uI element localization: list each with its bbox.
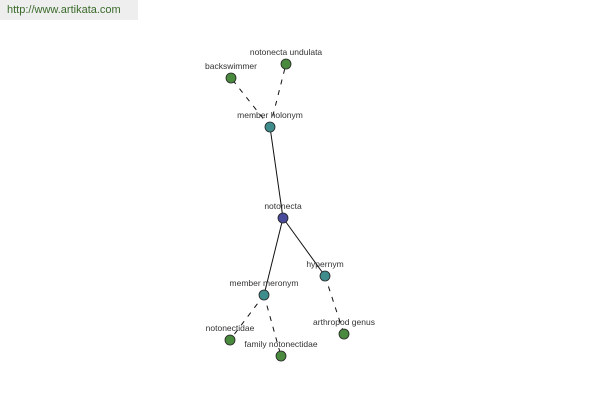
node-notonecta_undulata[interactable] bbox=[280, 58, 292, 70]
node-member_meronym[interactable] bbox=[258, 289, 270, 301]
node-arthropod_genus[interactable] bbox=[338, 328, 350, 340]
node-label-arthropod_genus: arthropod genus bbox=[313, 317, 375, 327]
edge-member_meronym-notonectidae bbox=[229, 294, 265, 341]
edge-notonecta-hypernym bbox=[282, 217, 326, 277]
website-url[interactable]: http://www.artikata.com bbox=[7, 4, 121, 16]
node-family_notonectidae[interactable] bbox=[275, 350, 287, 362]
node-label-family_notonectidae: family notonectidae bbox=[244, 339, 318, 349]
node-label-notonectidae: notonectidae bbox=[206, 323, 255, 333]
node-notonecta[interactable] bbox=[277, 212, 289, 224]
node-label-backswimmer: backswimmer bbox=[205, 61, 257, 71]
node-notonectidae[interactable] bbox=[224, 334, 236, 346]
node-label-member_holonym: member holonym bbox=[237, 110, 303, 120]
edge-notonecta-member_meronym bbox=[263, 217, 284, 296]
edge-notonecta-member_holonym bbox=[269, 126, 284, 219]
node-label-member_meronym: member meronym bbox=[230, 278, 299, 288]
node-label-hypernym: hypernym bbox=[306, 259, 343, 269]
node-backswimmer[interactable] bbox=[225, 72, 237, 84]
node-member_holonym[interactable] bbox=[264, 121, 276, 133]
website-banner: http://www.artikata.com bbox=[0, 0, 138, 20]
node-label-notonecta: notonecta bbox=[264, 201, 302, 211]
node-hypernym[interactable] bbox=[319, 270, 331, 282]
node-label-notonecta_undulata: notonecta undulata bbox=[250, 47, 323, 57]
